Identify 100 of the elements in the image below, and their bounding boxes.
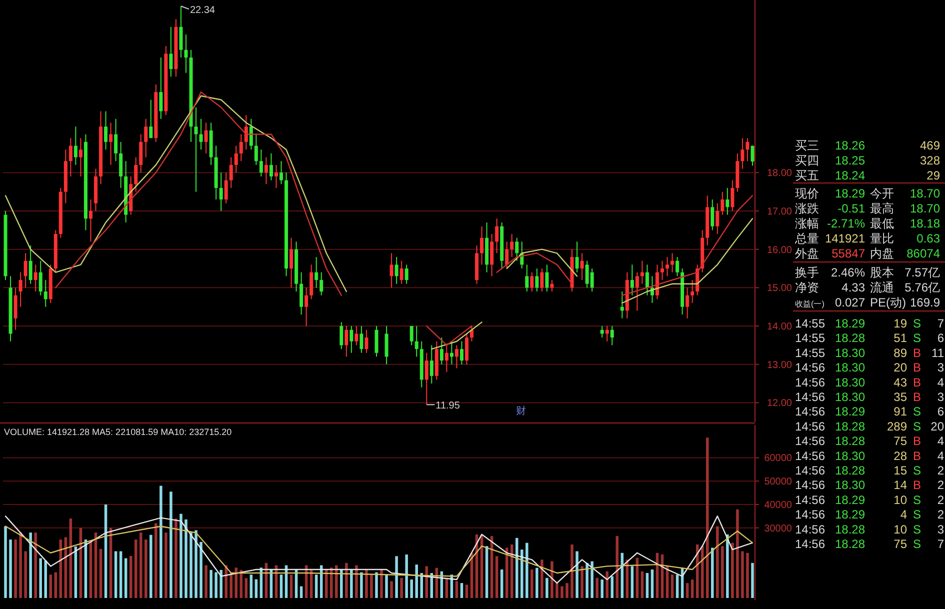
candlestick (74, 126, 78, 166)
bar (526, 542, 528, 598)
bar (465, 584, 468, 598)
text: 14:56 (795, 492, 826, 507)
text: B (913, 360, 922, 375)
bar (250, 574, 253, 598)
text: 0.027 (834, 296, 866, 310)
candlestick (750, 145, 754, 166)
candlestick (274, 164, 278, 188)
candlestick (480, 226, 484, 266)
candlestick (710, 198, 714, 231)
text: 14:56 (795, 419, 826, 434)
bar (114, 551, 118, 598)
candlestick (88, 198, 92, 242)
text: 14:55 (795, 331, 826, 346)
text: 289 (886, 419, 908, 434)
text: 18.18 (910, 216, 940, 230)
candlestick (320, 272, 324, 296)
candlestick (68, 138, 72, 177)
text: B (913, 478, 922, 492)
bar (390, 581, 393, 598)
text: 20 (930, 419, 944, 434)
candlestick (14, 287, 18, 330)
candlestick (134, 156, 138, 192)
text: 7 (937, 316, 944, 330)
text: 最低 (870, 216, 894, 230)
bar (314, 574, 318, 598)
text: 14:56 (795, 522, 826, 536)
candlestick (364, 329, 368, 354)
candlestick (530, 272, 534, 292)
text: 469 (920, 138, 940, 152)
candlestick (384, 326, 388, 365)
candlestick (149, 99, 153, 139)
text: 86074 (906, 246, 940, 260)
candlestick (78, 138, 82, 177)
candlestick (104, 110, 108, 150)
bar (170, 492, 172, 598)
text: 收益(一) (795, 300, 825, 308)
text: 18.29 (834, 404, 866, 419)
text: 14:56 (795, 448, 826, 463)
text: 51 (894, 331, 908, 346)
bar (726, 534, 729, 598)
candlestick (194, 106, 198, 192)
text: 5.76亿 (904, 280, 940, 294)
bar (355, 565, 358, 598)
bar (154, 523, 158, 598)
text: 14:56 (795, 508, 826, 522)
text: 净资 (795, 280, 819, 294)
line-series (506, 248, 578, 277)
text: S (913, 522, 922, 536)
candlestick (666, 256, 670, 277)
candlestick (44, 280, 48, 308)
text: 涨跌 (795, 202, 819, 216)
bar (731, 542, 734, 598)
text: 流通 (870, 280, 894, 294)
line-series (4, 95, 348, 292)
bar (144, 540, 148, 598)
text: B (913, 434, 922, 448)
bar (385, 574, 388, 598)
candlestick (234, 145, 238, 174)
text: 7 (937, 537, 944, 551)
bar (676, 574, 679, 598)
candlestick (535, 268, 539, 292)
candlestick (374, 326, 378, 358)
candlestick (720, 191, 724, 216)
text: 18.29 (834, 492, 866, 507)
bar (200, 542, 202, 598)
annotation: 财 (516, 405, 526, 417)
candlestick (344, 326, 348, 358)
bar (546, 578, 548, 598)
text: 18.25 (834, 154, 866, 168)
y-tick-label: 15.00 (766, 283, 792, 294)
candlestick (304, 287, 308, 327)
text: 14:56 (795, 434, 826, 448)
candlestick (139, 134, 143, 174)
annotation: 11.95 (436, 400, 460, 412)
text: 4 (937, 375, 944, 390)
text: 19 (894, 316, 908, 330)
bar (164, 532, 168, 598)
bar (190, 532, 192, 598)
y-tick-label: 16.00 (766, 244, 792, 256)
text: 18.28 (834, 331, 866, 346)
bar (746, 552, 749, 598)
candlestick (28, 244, 32, 284)
text: 18.28 (834, 537, 866, 551)
candlestick (24, 252, 28, 288)
text: B (913, 375, 922, 390)
line-series (622, 195, 754, 296)
bar (224, 565, 228, 598)
text: B (913, 448, 922, 463)
bar (706, 438, 709, 598)
bar (721, 546, 724, 598)
bar (9, 540, 12, 598)
candlestick (450, 340, 454, 365)
bar (280, 574, 283, 598)
candlestick (114, 118, 118, 162)
text: 2 (937, 492, 944, 507)
candlestick (460, 340, 464, 365)
y-tick-label: 40000 (764, 500, 792, 511)
bar (570, 544, 574, 598)
